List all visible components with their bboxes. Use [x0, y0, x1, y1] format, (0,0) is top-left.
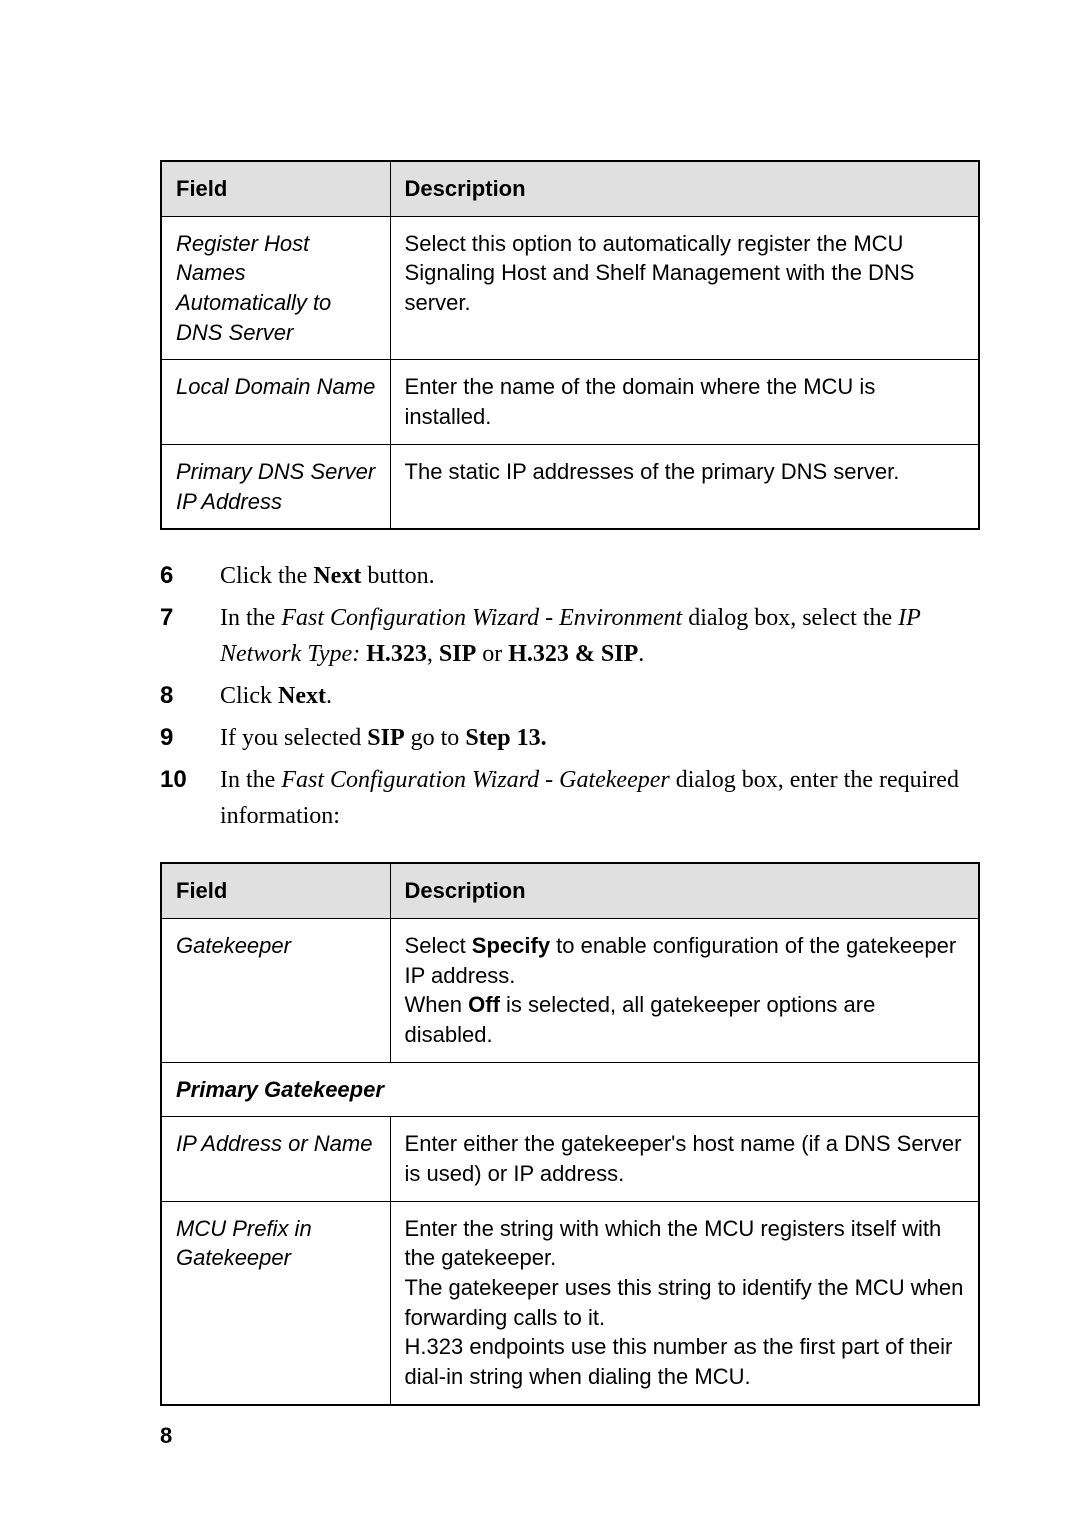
desc-cell: Enter the string with which the MCU regi… — [390, 1201, 979, 1405]
table-row: Local Domain Name Enter the name of the … — [161, 360, 979, 444]
col-header-field: Field — [161, 161, 390, 216]
table-row: Primary DNS Server IP Address The static… — [161, 444, 979, 529]
table-row: MCU Prefix in Gatekeeper Enter the strin… — [161, 1201, 979, 1405]
step-item: 8 Click Next. — [160, 678, 980, 714]
step-item: 9 If you selected SIP go to Step 13. — [160, 720, 980, 756]
desc-cell: Select this option to automatically regi… — [390, 216, 979, 360]
table-row: Register Host Names Automatically to DNS… — [161, 216, 979, 360]
col-header-field: Field — [161, 863, 390, 918]
desc-cell: Enter either the gatekeeper's host name … — [390, 1117, 979, 1201]
step-item: 7 In the Fast Configuration Wizard - Env… — [160, 600, 980, 672]
desc-cell: Select Specify to enable configuration o… — [390, 918, 979, 1062]
step-number: 8 — [160, 678, 173, 714]
desc-cell: The static IP addresses of the primary D… — [390, 444, 979, 529]
field-cell: Register Host Names Automatically to DNS… — [161, 216, 390, 360]
page-number: 8 — [160, 1423, 172, 1449]
table-row: IP Address or Name Enter either the gate… — [161, 1117, 979, 1201]
gatekeeper-fields-table: Field Description Gatekeeper Select Spec… — [160, 862, 980, 1406]
table-header-row: Field Description — [161, 863, 979, 918]
table-header-row: Field Description — [161, 161, 979, 216]
step-number: 9 — [160, 720, 173, 756]
field-cell: IP Address or Name — [161, 1117, 390, 1201]
step-number: 7 — [160, 600, 173, 636]
step-text: In the Fast Configuration Wizard - Envir… — [220, 605, 920, 667]
step-text: Click the Next button. — [220, 563, 435, 589]
step-item: 6 Click the Next button. — [160, 558, 980, 594]
field-cell: Gatekeeper — [161, 918, 390, 1062]
field-cell: Primary DNS Server IP Address — [161, 444, 390, 529]
field-cell: Local Domain Name — [161, 360, 390, 444]
col-header-description: Description — [390, 161, 979, 216]
section-label: Primary Gatekeeper — [161, 1062, 979, 1117]
desc-cell: Enter the name of the domain where the M… — [390, 360, 979, 444]
step-text: In the Fast Configuration Wizard - Gatek… — [220, 767, 959, 829]
step-text: If you selected SIP go to Step 13. — [220, 725, 547, 751]
step-item: 10 In the Fast Configuration Wizard - Ga… — [160, 762, 980, 834]
dns-fields-table: Field Description Register Host Names Au… — [160, 160, 980, 530]
col-header-description: Description — [390, 863, 979, 918]
step-number: 10 — [160, 762, 187, 798]
steps-list: 6 Click the Next button. 7 In the Fast C… — [160, 558, 980, 834]
step-number: 6 — [160, 558, 173, 594]
table-section-row: Primary Gatekeeper — [161, 1062, 979, 1117]
step-text: Click Next. — [220, 683, 332, 709]
field-cell: MCU Prefix in Gatekeeper — [161, 1201, 390, 1405]
page: Field Description Register Host Names Au… — [0, 0, 1080, 1529]
table-row: Gatekeeper Select Specify to enable conf… — [161, 918, 979, 1062]
